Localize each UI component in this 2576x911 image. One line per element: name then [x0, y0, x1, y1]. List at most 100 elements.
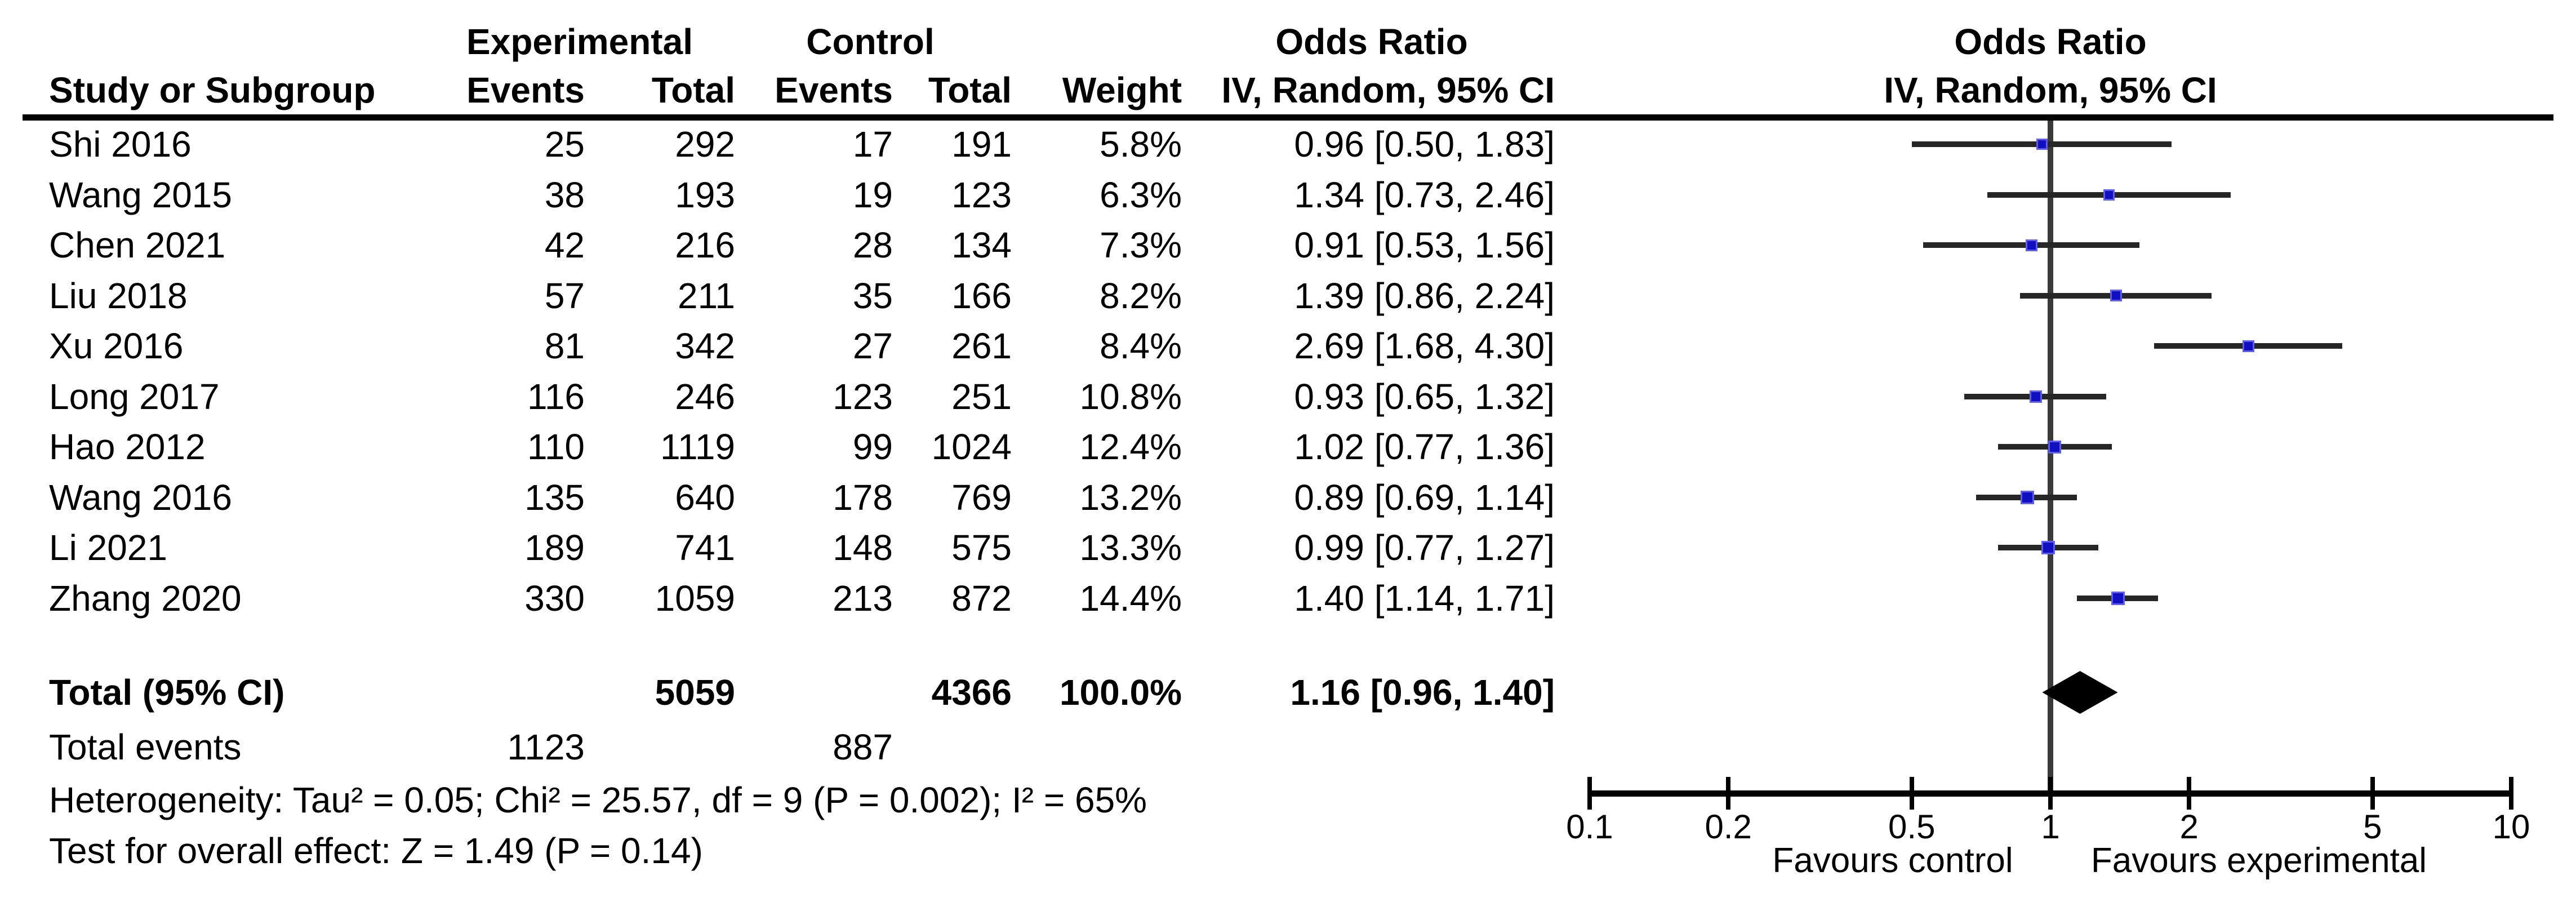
study-or-ci: 0.89 [0.69, 1.14]: [1294, 477, 1555, 518]
effect-square: [2036, 139, 2048, 150]
study-exp-events: 189: [524, 527, 585, 568]
study-ctl-total: 191: [951, 124, 1012, 165]
x-axis-tick-label: 2: [2179, 808, 2199, 846]
study-exp-events: 81: [544, 326, 585, 366]
study-ctl-events: 27: [852, 326, 893, 366]
x-axis-tick: [2187, 777, 2192, 810]
x-axis-tick: [2370, 777, 2375, 810]
study-ctl-events: 148: [833, 527, 893, 568]
study-weight: 13.3%: [1079, 527, 1182, 568]
total-or-ci: 1.16 [0.96, 1.40]: [1290, 672, 1555, 713]
study-or-ci: 0.93 [0.65, 1.32]: [1294, 376, 1555, 417]
x-axis-tick-label: 10: [2492, 808, 2530, 846]
x-axis-tick-label: 5: [2363, 808, 2382, 846]
study-name: Wang 2016: [49, 477, 232, 518]
study-exp-total: 741: [675, 527, 735, 568]
x-axis-tick-label: 0.1: [1566, 808, 1613, 846]
study-ctl-events: 19: [852, 174, 893, 215]
total-events-label: Total events: [49, 727, 242, 767]
study-exp-total: 1119: [660, 426, 735, 467]
study-ctl-total: 769: [951, 477, 1012, 518]
study-weight: 6.3%: [1100, 174, 1182, 215]
total-row-label: Total (95% CI): [49, 672, 285, 713]
study-name: Long 2017: [49, 376, 220, 417]
study-ctl-events: 178: [833, 477, 893, 518]
effect-square: [2048, 440, 2061, 454]
total-diamond: [2042, 671, 2118, 714]
x-axis-tick-label: 0.5: [1888, 808, 1936, 846]
study-or-ci: 0.96 [0.50, 1.83]: [1294, 124, 1555, 165]
effect-square: [2041, 541, 2056, 554]
study-ctl-total: 261: [951, 326, 1012, 366]
study-or-ci: 1.40 [1.14, 1.71]: [1294, 577, 1555, 619]
study-name: Liu 2018: [49, 275, 188, 316]
study-weight: 8.2%: [1100, 275, 1182, 316]
x-axis-tick-label: 0.2: [1705, 808, 1752, 846]
x-axis-tick: [2509, 777, 2513, 810]
effect-square: [2110, 290, 2123, 301]
header-separator-line: [23, 114, 2553, 121]
study-exp-total: 246: [675, 376, 735, 417]
study-ctl-total: 872: [951, 577, 1012, 619]
study-weight: 8.4%: [1100, 326, 1182, 366]
total-weight: 100.0%: [1059, 672, 1182, 713]
study-name: Zhang 2020: [49, 577, 242, 619]
study-ctl-events: 99: [852, 426, 893, 467]
effect-square: [2103, 189, 2115, 201]
x-axis-tick: [1587, 777, 1592, 810]
study-ctl-total: 575: [951, 527, 1012, 568]
study-or-ci: 1.34 [0.73, 2.46]: [1294, 174, 1555, 215]
study-exp-total: 216: [675, 225, 735, 265]
study-name: Shi 2016: [49, 124, 192, 165]
effect-square: [2030, 390, 2043, 403]
study-exp-total: 211: [677, 275, 735, 316]
study-weight: 5.8%: [1100, 124, 1182, 165]
study-weight: 14.4%: [1079, 577, 1182, 619]
effect-square: [2025, 239, 2037, 251]
column-header-ctl-events: Events: [775, 70, 893, 110]
study-weight: 12.4%: [1079, 426, 1182, 467]
study-weight: 10.8%: [1079, 376, 1182, 417]
study-exp-events: 330: [524, 577, 585, 619]
study-ctl-events: 35: [852, 275, 893, 316]
x-axis-tick-label: 1: [2041, 808, 2060, 846]
study-ctl-total: 134: [951, 225, 1012, 265]
study-ctl-total: 166: [951, 275, 1012, 316]
effect-square: [2111, 591, 2125, 605]
study-name: Hao 2012: [49, 426, 206, 467]
plot-header-method-ci: IV, Random, 95% CI: [1884, 70, 2217, 110]
heterogeneity-text: Heterogeneity: Tau² = 0.05; Chi² = 25.57…: [49, 780, 1147, 820]
null-effect-line: [2048, 121, 2053, 793]
study-exp-total: 292: [675, 124, 735, 165]
study-weight: 13.2%: [1079, 477, 1182, 518]
x-axis-tick: [1726, 777, 1731, 810]
study-ctl-events: 28: [852, 225, 893, 265]
total-exp-total: 5059: [655, 672, 735, 713]
study-exp-events: 110: [527, 426, 585, 467]
study-exp-events: 135: [524, 477, 585, 518]
plot-header-odds-ratio: Odds Ratio: [1954, 21, 2147, 62]
group-header-experimental: Experimental: [466, 21, 693, 62]
study-or-ci: 0.99 [0.77, 1.27]: [1294, 527, 1555, 568]
study-exp-total: 1059: [655, 577, 735, 619]
study-name: Wang 2015: [49, 174, 232, 215]
study-exp-total: 342: [675, 326, 735, 366]
total-events-ctl: 887: [833, 727, 893, 767]
study-name: Li 2021: [49, 527, 167, 568]
group-header-odds-ratio: Odds Ratio: [1275, 21, 1468, 62]
study-weight: 7.3%: [1100, 225, 1182, 265]
study-ctl-events: 213: [833, 577, 893, 619]
study-exp-total: 640: [675, 477, 735, 518]
study-exp-total: 193: [675, 174, 735, 215]
study-or-ci: 0.91 [0.53, 1.56]: [1294, 225, 1555, 265]
group-header-control: Control: [806, 21, 935, 62]
x-axis-tick: [1909, 777, 1914, 810]
effect-square: [2243, 340, 2255, 352]
study-exp-events: 116: [527, 376, 585, 417]
column-header-method-ci: IV, Random, 95% CI: [1221, 70, 1555, 110]
study-ctl-total: 1024: [931, 426, 1012, 467]
study-ctl-events: 17: [852, 124, 893, 165]
column-header-study: Study or Subgroup: [49, 70, 376, 110]
column-header-weight: Weight: [1062, 70, 1182, 110]
